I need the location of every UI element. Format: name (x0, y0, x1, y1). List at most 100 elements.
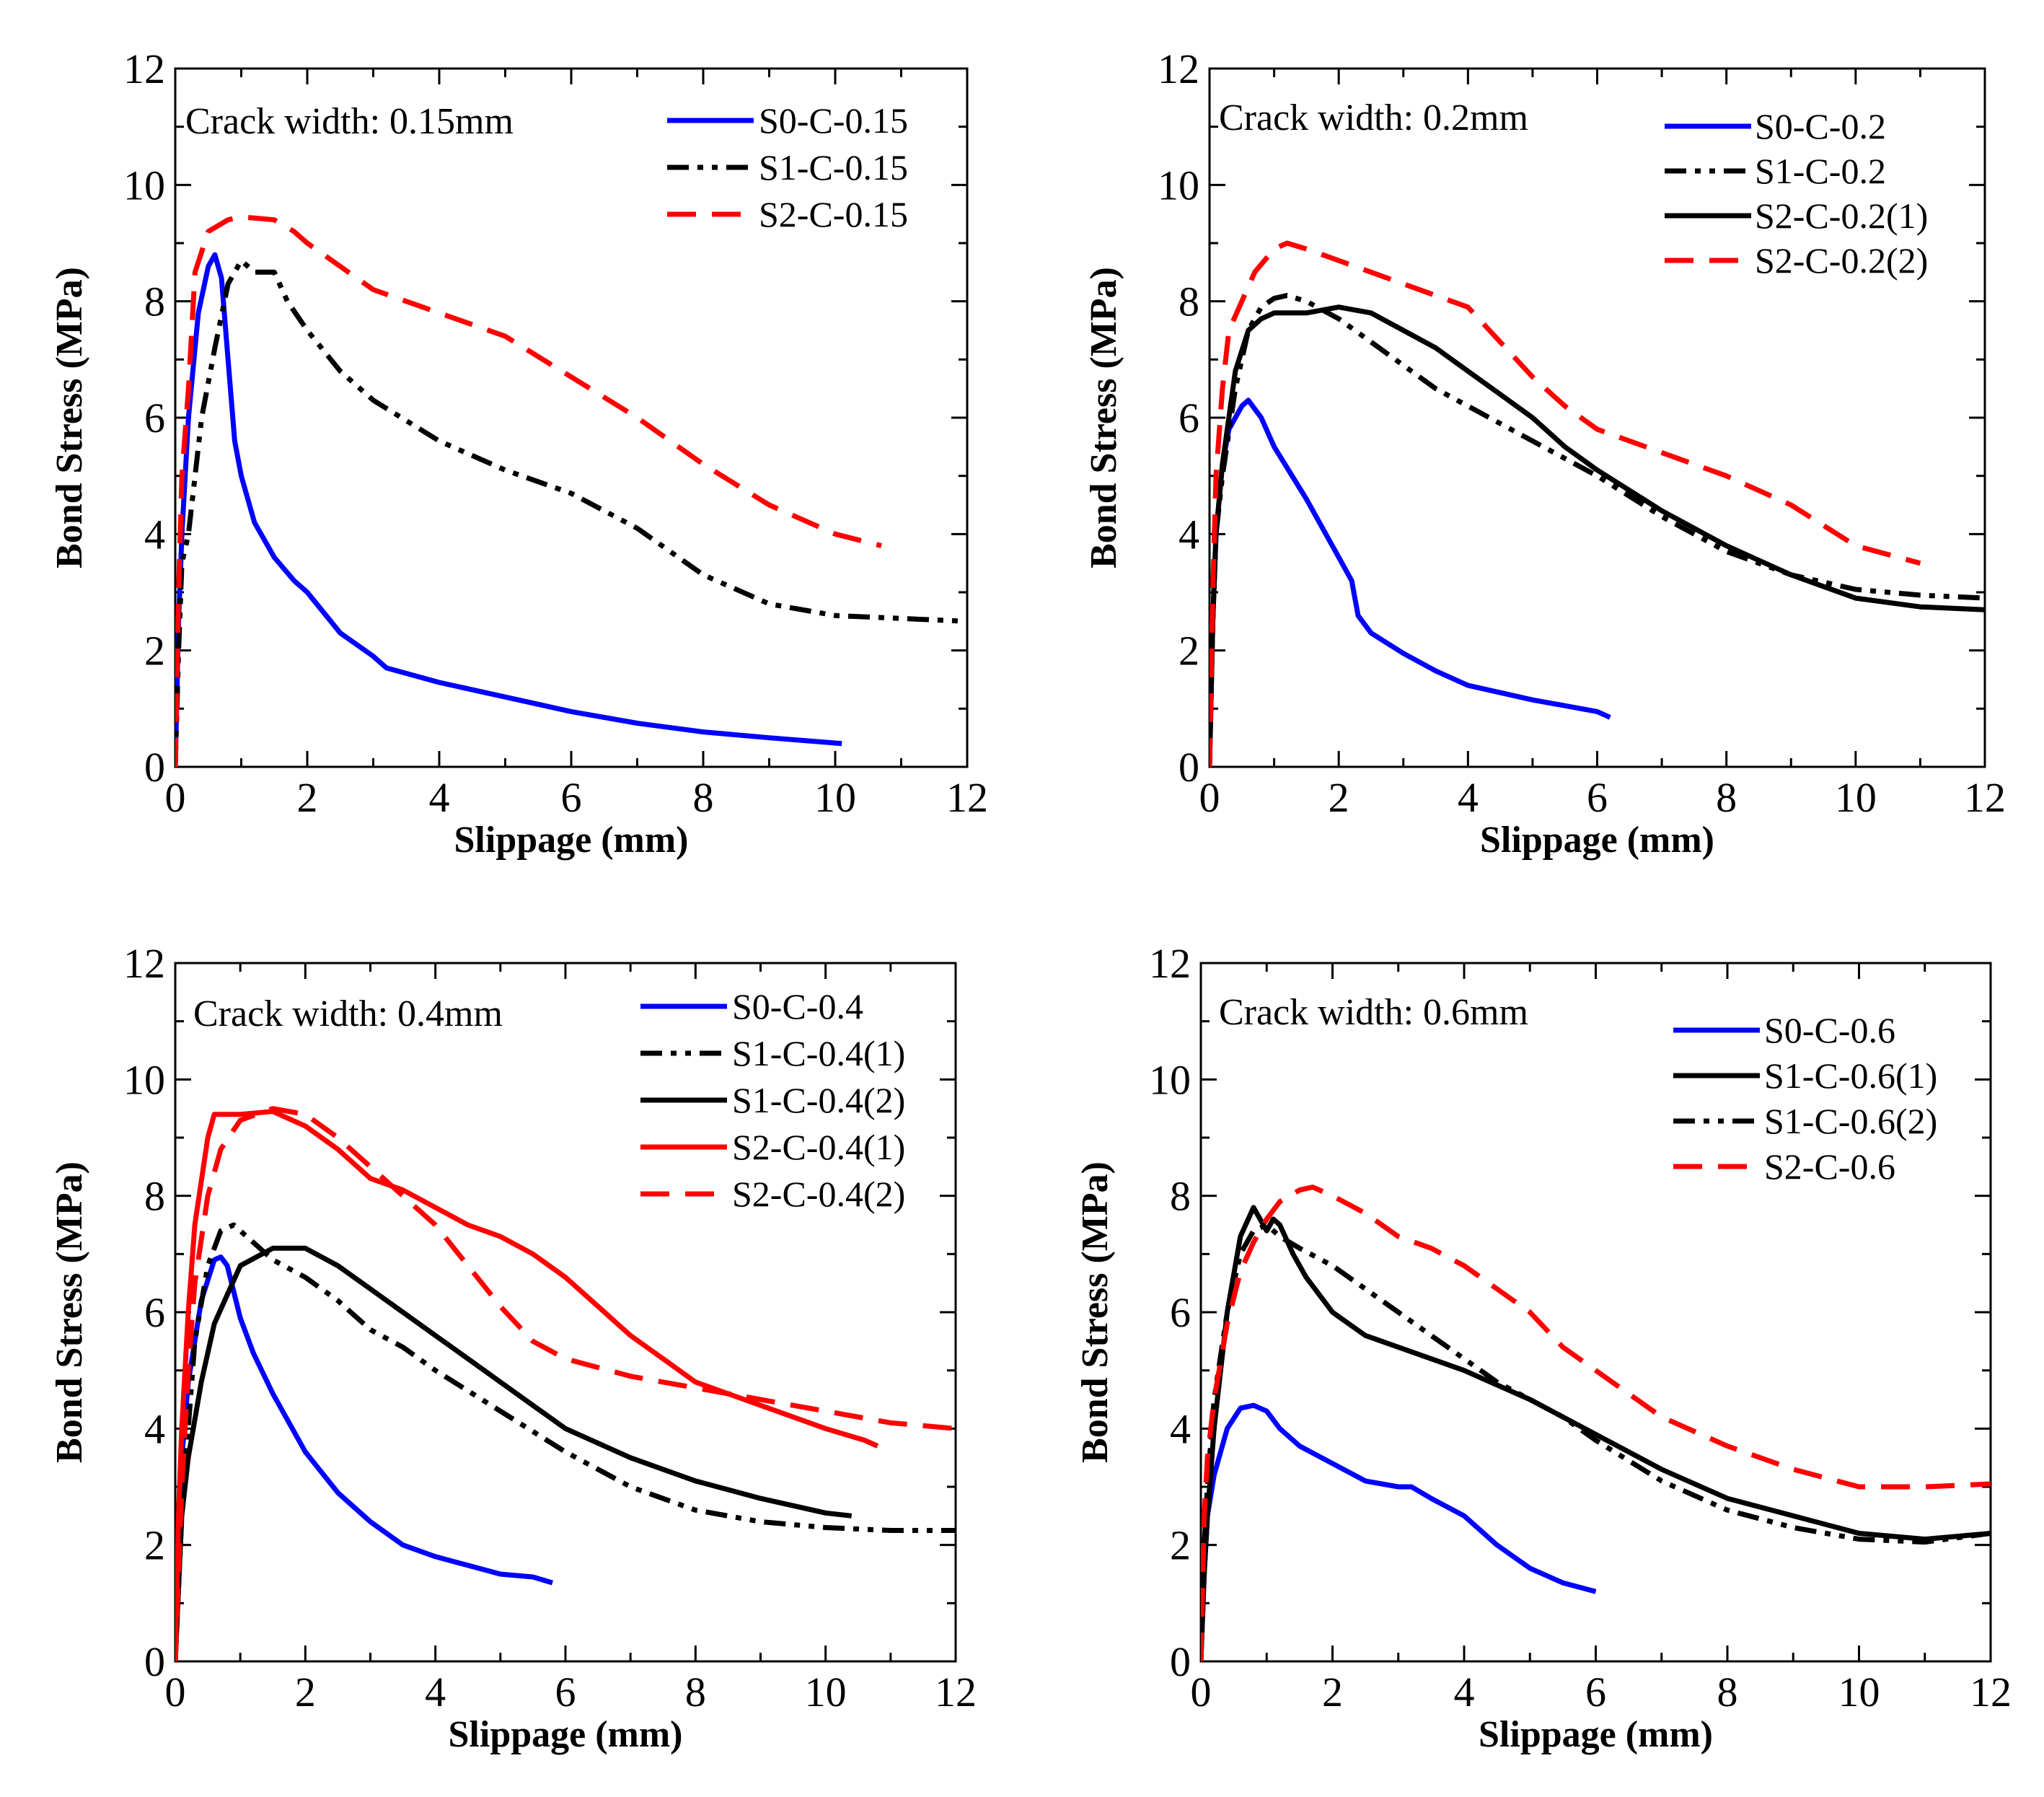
x-tick-label: 0 (165, 774, 186, 821)
legend-label: S2-C-0.6 (1764, 1146, 1895, 1187)
y-tick-label: 8 (1179, 278, 1199, 325)
x-tick-label: 2 (295, 1669, 316, 1715)
x-tick-label: 0 (165, 1669, 186, 1715)
x-tick-label: 4 (1458, 774, 1479, 821)
legend-label: S2-C-0.4(2) (732, 1174, 905, 1214)
series-line-s1-c-0-6-1- (1201, 1205, 1991, 1661)
y-tick-label: 4 (144, 1405, 165, 1452)
chart-panel-3: 0 2 4 6 8 10 12 0 2 4 6 8 10 12 Slippage (mm) Bond Stre… (49, 940, 977, 1755)
series-line-s2-c-0-2-2- (1210, 240, 1921, 767)
x-tick-label: 4 (425, 1669, 446, 1715)
x-tick-label: 0 (1191, 1669, 1212, 1715)
legend-label: S0-C-0.15 (759, 100, 908, 141)
legend-label: S1-C-0.4(1) (732, 1033, 905, 1073)
y-tick-label: 12 (1158, 45, 1199, 92)
legend-label: S0-C-0.2 (1755, 106, 1886, 146)
y-tick-label: 4 (1179, 511, 1199, 558)
x-tick-label: 10 (814, 774, 856, 821)
y-tick-label: 8 (144, 278, 165, 325)
y-tick-label: 2 (144, 1522, 165, 1569)
series-line-s2-c-0-4-1- (175, 1109, 879, 1661)
x-tick-label: 12 (935, 1669, 977, 1715)
y-tick-label: 0 (1170, 1638, 1191, 1685)
y-axis-title: Bond Stress (MPa) (49, 1161, 90, 1463)
y-tick-label: 6 (144, 1289, 165, 1336)
y-tick-label: 0 (144, 1638, 165, 1685)
legend-label: S1-C-0.4(2) (732, 1080, 905, 1120)
x-tick-label: 10 (1838, 1669, 1880, 1715)
x-tick-label: 12 (946, 774, 988, 821)
x-tick-label: 10 (1835, 774, 1877, 821)
y-tick-label: 0 (144, 744, 165, 791)
x-tick-label: 6 (561, 774, 582, 821)
y-tick-label: 6 (1179, 395, 1199, 441)
y-tick-label: 0 (1179, 744, 1199, 791)
y-axis-title: Bond Stress (MPa) (1075, 1161, 1116, 1463)
series-line-s0-c-0-6 (1201, 1402, 1597, 1661)
x-tick-label: 6 (1585, 1669, 1606, 1715)
legend-label: S0-C-0.6 (1764, 1010, 1895, 1050)
series-group (1210, 240, 1985, 767)
legend-label: S2-C-0.2(1) (1755, 195, 1928, 236)
x-tick-label: 10 (805, 1669, 847, 1715)
y-tick-label: 10 (123, 162, 165, 208)
y-tick-label: 2 (1179, 628, 1199, 675)
x-tick-label: 2 (1322, 1669, 1343, 1715)
legend-label: S1-C-0.6(1) (1764, 1055, 1937, 1096)
x-tick-label: 8 (1717, 1669, 1738, 1715)
crack-width-annotation: Crack width: 0.4mm (193, 993, 503, 1034)
series-line-s0-c-0-4 (175, 1254, 554, 1661)
series-line-s1-c-0-6-2- (1201, 1222, 1991, 1661)
y-tick-label: 4 (1170, 1405, 1191, 1452)
series-line-s1-c-0-15 (175, 258, 967, 767)
x-axis-title: Slippage (mm) (454, 820, 689, 861)
x-tick-label: 2 (1329, 774, 1349, 821)
x-tick-label: 12 (1964, 774, 2006, 821)
y-tick-label: 2 (1170, 1522, 1191, 1569)
x-axis-title: Slippage (mm) (1480, 820, 1714, 861)
series-line-s2-c-0-2-1- (1210, 304, 1985, 767)
legend-label: S1-C-0.2 (1755, 151, 1886, 191)
crack-width-annotation: Crack width: 0.15mm (185, 101, 514, 142)
y-tick-label: 6 (1170, 1289, 1191, 1336)
y-tick-label: 8 (144, 1173, 165, 1220)
series-line-s2-c-0-15 (175, 214, 882, 767)
y-tick-label: 4 (144, 511, 165, 558)
x-axis-title: Slippage (mm) (1479, 1714, 1713, 1755)
y-axis-title: Bond Stress (MPa) (1083, 267, 1124, 568)
x-tick-label: 8 (1716, 774, 1737, 821)
x-tick-label: 8 (693, 774, 714, 821)
x-tick-label: 4 (1454, 1669, 1475, 1715)
crack-width-annotation: Crack width: 0.2mm (1219, 97, 1528, 139)
x-tick-label: 6 (1587, 774, 1608, 821)
y-tick-label: 10 (1158, 162, 1199, 208)
y-tick-label: 10 (123, 1056, 165, 1103)
legend-label: S2-C-0.2(2) (1755, 240, 1928, 281)
y-tick-label: 6 (144, 395, 165, 441)
y-tick-label: 12 (123, 45, 165, 92)
y-tick-label: 2 (144, 628, 165, 675)
series-line-s2-c-0-4-2- (175, 1106, 956, 1661)
legend-label: S2-C-0.4(1) (732, 1127, 905, 1167)
crack-width-annotation: Crack width: 0.6mm (1219, 992, 1528, 1033)
series-group (175, 1106, 956, 1661)
chart-panel-1: 0 2 4 6 8 10 12 0 2 4 6 8 10 12 Slippage (mm) Bond Stre… (49, 45, 988, 861)
y-tick-label: 12 (1149, 940, 1191, 987)
legend-label: S0-C-0.4 (732, 986, 863, 1027)
x-axis-title: Slippage (mm) (449, 1714, 683, 1755)
series-group (175, 214, 967, 767)
series-line-s1-c-0-4-1- (175, 1222, 956, 1661)
x-tick-label: 8 (685, 1669, 706, 1715)
x-tick-label: 2 (297, 774, 318, 821)
x-tick-label: 4 (429, 774, 450, 821)
series-line-s0-c-0-2 (1210, 397, 1611, 767)
series-line-s1-c-0-4-2- (175, 1245, 853, 1661)
legend-label: S2-C-0.15 (759, 194, 908, 234)
legend-label: S1-C-0.15 (759, 147, 908, 188)
y-axis-title: Bond Stress (MPa) (49, 267, 90, 568)
y-tick-label: 12 (123, 940, 165, 987)
y-tick-label: 10 (1149, 1056, 1191, 1103)
chart-panel-4: 0 2 4 6 8 10 12 0 2 4 6 8 10 12 Slippage (mm) Bond Stre… (1075, 940, 2012, 1755)
x-tick-label: 6 (555, 1669, 576, 1715)
x-tick-label: 0 (1199, 774, 1220, 821)
